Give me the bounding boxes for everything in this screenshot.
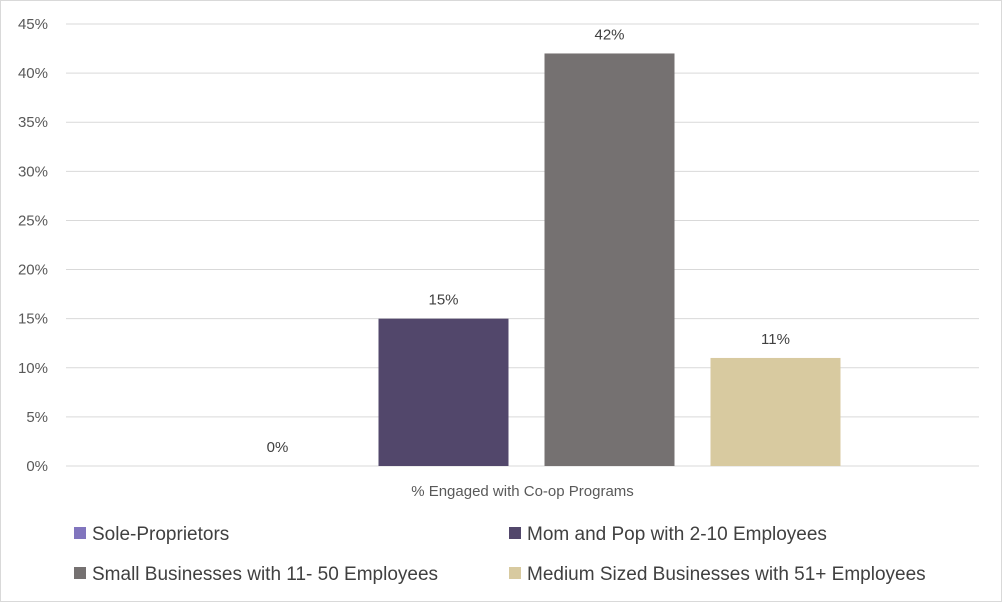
y-tick-label: 0% [26,458,48,475]
legend-swatch [74,527,86,539]
legend-swatch [74,567,86,579]
y-tick-label: 5% [26,409,48,426]
data-label: 42% [594,26,624,43]
legend: Sole-Proprietors Mom and Pop with 2-10 Em… [74,524,926,585]
legend-label: Small Businesses with 11- 50 Employees [92,564,438,585]
legend-label: Medium Sized Businesses with 51+ Employe… [527,564,926,585]
y-tick-label: 25% [18,212,48,229]
bars [378,53,841,466]
data-labels: 0% 15% 42% 11% [267,26,790,456]
y-tick-label: 40% [18,65,48,82]
legend-swatch [509,567,521,579]
data-label: 0% [267,439,289,456]
x-axis-category-label: % Engaged with Co-op Programs [411,483,634,500]
data-label: 15% [428,292,458,309]
y-tick-label: 15% [18,311,48,328]
gridlines [66,23,979,467]
data-label: 11% [761,331,790,348]
y-tick-label: 10% [18,360,48,377]
legend-label: Mom and Pop with 2-10 Employees [527,524,827,545]
legend-label: Sole-Proprietors [92,524,229,545]
bar-small-businesses-with-11-50-employees [544,53,675,466]
bar-mom-and-pop-with-2-10-employees [378,318,509,466]
y-tick-label: 20% [18,262,48,279]
bar-medium-sized-businesses-with-51-employees [710,357,841,466]
y-tick-label: 30% [18,163,48,180]
legend-swatch [509,527,521,539]
y-tick-label: 35% [18,114,48,131]
y-axis-tick-labels: 0% 5% 10% 15% 20% 25% 30% 35% 40% 45% [18,16,48,475]
y-tick-label: 45% [18,16,48,33]
